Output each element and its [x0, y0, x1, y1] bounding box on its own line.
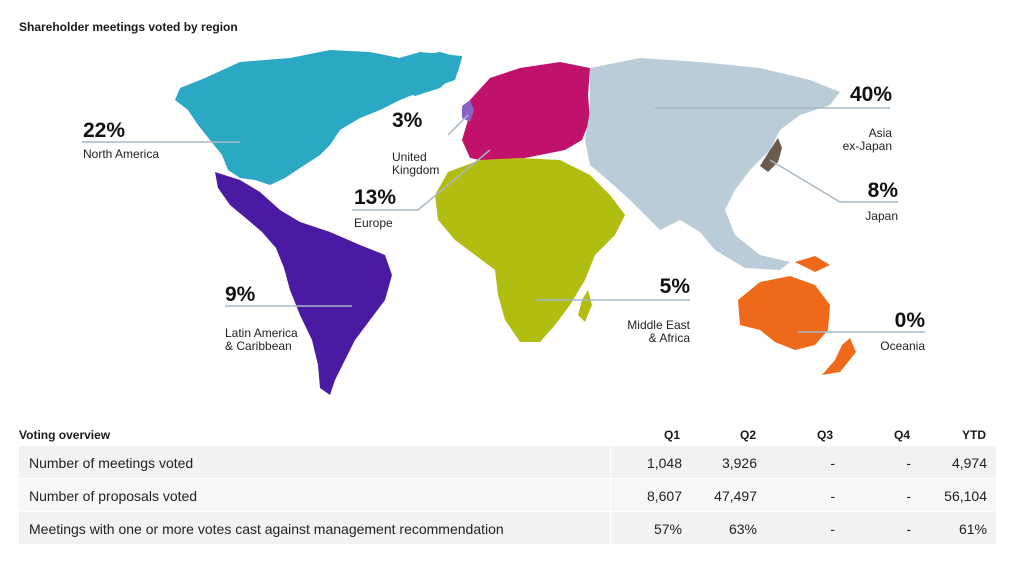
- table-row: Meetings with one or more votes cast aga…: [19, 512, 996, 545]
- region-oceania: [738, 276, 830, 350]
- row-label: Number of proposals voted: [29, 488, 198, 504]
- cell-q1: 57%: [653, 521, 682, 537]
- region-europe: [462, 62, 590, 162]
- percent-latin-america: 9%: [225, 283, 256, 306]
- cell-ytd: 4,974: [951, 455, 987, 471]
- percent-united-kingdom: 3%: [392, 109, 423, 132]
- name-latin-america-text: Latin America & Caribbean: [225, 326, 298, 353]
- label-europe: 13% Europe: [354, 187, 396, 230]
- region-madagascar: [578, 290, 592, 322]
- voting-table: Number of meetings voted 1,048 3,926 - -…: [19, 446, 996, 545]
- name-united-kingdom: United Kingdom: [392, 138, 452, 177]
- name-asia-text: Asia ex-Japan: [842, 126, 892, 153]
- name-united-kingdom-text: United Kingdom: [392, 150, 440, 177]
- label-latin-america: 9% Latin America & Caribbean: [225, 284, 315, 353]
- region-asia: [585, 58, 840, 270]
- cell-q3: -: [830, 455, 835, 471]
- leader-japan: [769, 159, 898, 203]
- cell-ytd: 61%: [958, 521, 987, 537]
- name-latin-america: Latin America & Caribbean: [225, 314, 315, 353]
- percent-europe: 13%: [354, 186, 397, 209]
- col-header-q2: Q2: [739, 428, 756, 442]
- percent-asia: 40%: [849, 83, 892, 106]
- region-new-zealand: [822, 338, 856, 375]
- percent-oceania: 0%: [894, 309, 925, 332]
- cell-q1: 1,048: [646, 455, 682, 471]
- name-oceania: Oceania: [880, 339, 925, 353]
- cell-q2: 3,926: [721, 455, 757, 471]
- region-new-guinea: [795, 256, 830, 272]
- name-africa-text: Middle East & Africa: [627, 318, 690, 345]
- cell-ytd: 56,104: [944, 488, 987, 504]
- region-greenland: [385, 52, 462, 96]
- name-africa: Middle East & Africa: [610, 306, 690, 345]
- percent-africa: 5%: [659, 275, 690, 298]
- label-asia: 40% Asia ex-Japan: [812, 84, 892, 153]
- label-united-kingdom: 3% United Kingdom: [392, 110, 452, 177]
- world-map: [82, 50, 925, 395]
- table-row: Number of meetings voted 1,048 3,926 - -…: [19, 446, 996, 479]
- region-united-kingdom: [462, 100, 474, 122]
- cell-q4: -: [906, 521, 911, 537]
- label-africa: 5% Middle East & Africa: [600, 276, 690, 345]
- region-africa: [435, 158, 625, 342]
- cell-q4: -: [906, 455, 911, 471]
- row-label: Meetings with one or more votes cast aga…: [29, 521, 504, 537]
- cell-q2: 47,497: [714, 488, 757, 504]
- region-latin-america: [215, 172, 392, 395]
- cell-q3: -: [830, 521, 835, 537]
- leader-europe: [352, 149, 491, 211]
- name-europe: Europe: [354, 216, 393, 230]
- name-japan: Japan: [865, 209, 898, 223]
- cell-q4: -: [906, 488, 911, 504]
- region-north-america: [175, 50, 462, 185]
- percent-north-america: 22%: [83, 119, 126, 142]
- col-header-q1: Q1: [663, 428, 680, 442]
- cell-q2: 63%: [728, 521, 757, 537]
- name-north-america: North America: [83, 147, 160, 161]
- cell-q3: -: [830, 488, 835, 504]
- table-row: Number of proposals voted 8,607 47,497 -…: [19, 479, 996, 512]
- cell-q1: 8,607: [646, 488, 682, 504]
- percent-japan: 8%: [867, 179, 898, 202]
- label-oceania: 0% Oceania: [845, 310, 925, 353]
- label-north-america: 22% North America: [83, 120, 159, 161]
- leader-united-kingdom: [447, 114, 469, 136]
- chart-title: Shareholder meetings voted by region: [19, 20, 238, 34]
- label-japan: 8% Japan: [818, 180, 898, 223]
- table-title: Voting overview: [19, 428, 111, 442]
- name-asia: Asia ex-Japan: [834, 114, 892, 153]
- col-header-q3: Q3: [816, 428, 833, 442]
- col-header-q4: Q4: [893, 428, 910, 442]
- row-label: Number of meetings voted: [29, 455, 194, 471]
- col-header-ytd: YTD: [962, 428, 986, 442]
